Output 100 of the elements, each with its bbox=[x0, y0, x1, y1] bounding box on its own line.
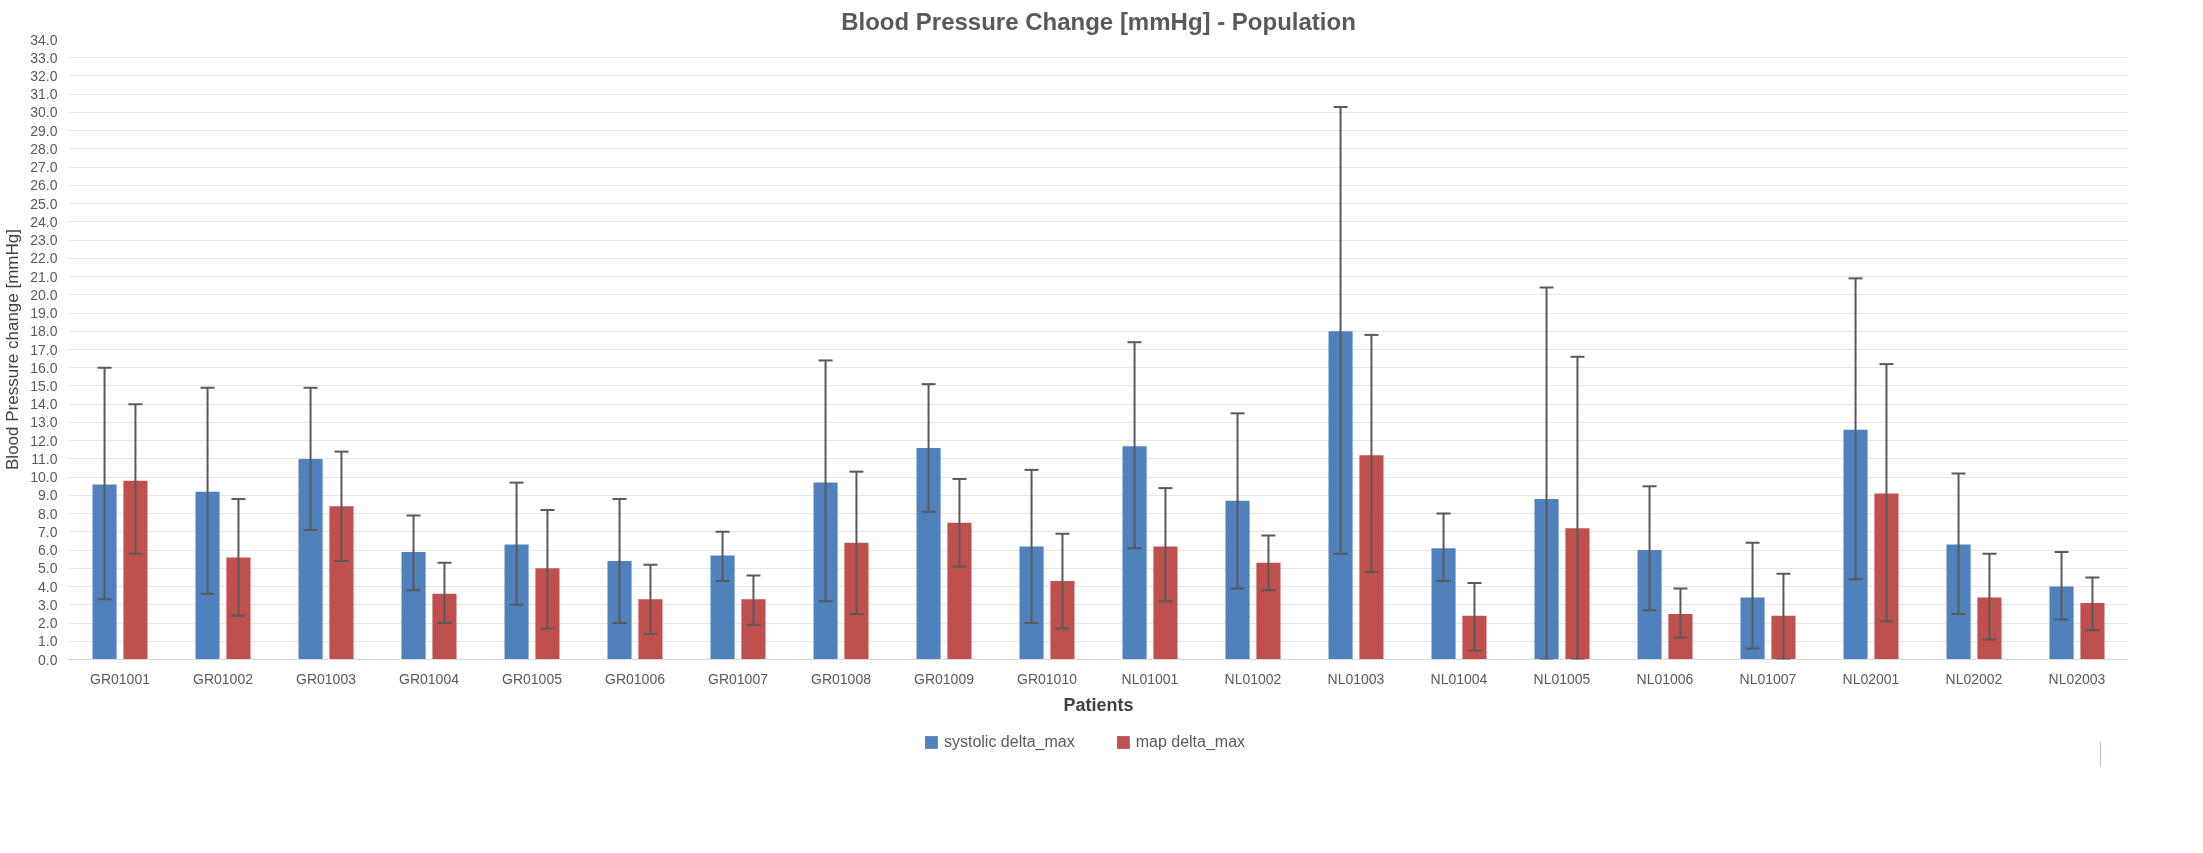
x-tick-label: GR01001 bbox=[90, 670, 151, 687]
bar bbox=[1740, 597, 1765, 660]
y-axis-title: Blood Pressure change [mmHg] bbox=[3, 229, 23, 470]
y-tick-label: 26.0 bbox=[30, 177, 58, 194]
x-tick-label: NL01004 bbox=[1430, 670, 1488, 687]
bar bbox=[535, 568, 560, 660]
bar bbox=[92, 484, 117, 660]
bar bbox=[226, 557, 251, 660]
bar bbox=[1431, 548, 1456, 660]
y-tick-label: 11.0 bbox=[31, 450, 58, 467]
y-tick-label: 2.0 bbox=[38, 615, 58, 632]
bar bbox=[1359, 455, 1384, 660]
y-tick-label: 6.0 bbox=[38, 542, 58, 559]
x-tick-label: GR01003 bbox=[296, 670, 357, 687]
bar bbox=[1977, 597, 2002, 660]
bar bbox=[741, 599, 766, 660]
bar bbox=[1946, 544, 1971, 660]
y-tick-label: 14.0 bbox=[30, 396, 58, 413]
y-tick-label: 20.0 bbox=[30, 286, 58, 303]
x-tick-label: NL01007 bbox=[1739, 670, 1797, 687]
y-tick-label: 33.0 bbox=[30, 49, 58, 66]
y-tick-label: 16.0 bbox=[30, 359, 58, 376]
bar bbox=[1668, 613, 1693, 660]
y-tick-label: 29.0 bbox=[30, 122, 58, 139]
x-axis-title: Patients bbox=[1063, 694, 1134, 715]
y-tick-label: 23.0 bbox=[30, 232, 58, 249]
bar bbox=[638, 599, 663, 660]
y-tick-label: 12.0 bbox=[30, 432, 58, 449]
x-tick-label: NL01006 bbox=[1636, 670, 1694, 687]
bar bbox=[947, 522, 972, 660]
x-tick-label: NL01001 bbox=[1121, 670, 1179, 687]
chart-title: Blood Pressure Change [mmHg] - Population bbox=[841, 7, 1356, 35]
bar bbox=[2049, 586, 2074, 660]
bar bbox=[1328, 331, 1353, 660]
y-tick-label: 5.0 bbox=[38, 560, 58, 577]
bar bbox=[123, 480, 148, 660]
y-tick-label: 21.0 bbox=[30, 268, 58, 285]
legend-label: systolic delta_max bbox=[943, 733, 1075, 751]
x-tick-label: NL02003 bbox=[2048, 670, 2106, 687]
y-tick-label: 25.0 bbox=[30, 195, 58, 212]
y-tick-label: 0.0 bbox=[38, 651, 58, 668]
y-tick-label: 24.0 bbox=[30, 213, 58, 230]
bar bbox=[195, 491, 220, 660]
y-tick-label: 8.0 bbox=[38, 505, 58, 522]
y-tick-label: 18.0 bbox=[30, 323, 58, 340]
bar bbox=[916, 447, 941, 660]
x-tick-label: GR01008 bbox=[811, 670, 872, 687]
bar bbox=[2080, 602, 2105, 660]
x-tick-label: NL01003 bbox=[1327, 670, 1385, 687]
y-tick-label: 31.0 bbox=[30, 86, 58, 103]
x-tick-label: NL01005 bbox=[1533, 670, 1591, 687]
bar bbox=[1462, 615, 1487, 660]
y-tick-label: 22.0 bbox=[30, 250, 58, 267]
x-tick-label: GR01010 bbox=[1017, 670, 1078, 687]
y-tick-label: 17.0 bbox=[30, 341, 58, 358]
legend-label: map delta_max bbox=[1135, 733, 1246, 751]
x-tick-label: GR01004 bbox=[399, 670, 460, 687]
bar bbox=[607, 561, 632, 660]
bar bbox=[401, 551, 426, 660]
y-tick-label: 27.0 bbox=[30, 159, 58, 176]
y-tick-label: 15.0 bbox=[30, 377, 58, 394]
bar bbox=[1534, 499, 1559, 660]
x-tick-label: NL02001 bbox=[1842, 670, 1900, 687]
bar bbox=[1256, 562, 1281, 660]
bar bbox=[1153, 546, 1178, 660]
y-tick-label: 1.0 bbox=[38, 633, 58, 650]
bar bbox=[329, 506, 354, 660]
bar bbox=[1122, 446, 1147, 660]
bar bbox=[298, 458, 323, 660]
x-tick-label: GR01005 bbox=[502, 670, 563, 687]
bar bbox=[1565, 528, 1590, 660]
y-tick-label: 30.0 bbox=[30, 104, 58, 121]
x-tick-label: NL02002 bbox=[1945, 670, 2003, 687]
bar bbox=[1019, 546, 1044, 660]
y-tick-label: 10.0 bbox=[30, 469, 58, 486]
bar bbox=[1874, 493, 1899, 660]
bar bbox=[710, 555, 735, 660]
x-tick-label: GR01009 bbox=[914, 670, 975, 687]
x-tick-label: NL01002 bbox=[1224, 670, 1282, 687]
y-tick-label: 32.0 bbox=[30, 67, 58, 84]
bar bbox=[1637, 550, 1662, 660]
bar bbox=[504, 544, 529, 660]
y-tick-label: 28.0 bbox=[30, 140, 58, 157]
bar bbox=[1225, 500, 1250, 660]
bar bbox=[432, 593, 457, 660]
y-tick-label: 19.0 bbox=[30, 305, 58, 322]
x-tick-label: GR01002 bbox=[193, 670, 254, 687]
y-tick-label: 13.0 bbox=[30, 414, 58, 431]
y-tick-label: 3.0 bbox=[38, 596, 58, 613]
y-tick-label: 4.0 bbox=[38, 578, 58, 595]
y-tick-label: 9.0 bbox=[38, 487, 58, 504]
bar bbox=[1771, 615, 1796, 660]
y-tick-label: 7.0 bbox=[38, 523, 58, 540]
y-tick-label: 34.0 bbox=[30, 31, 58, 48]
bar bbox=[1843, 429, 1868, 660]
x-tick-label: GR01007 bbox=[708, 670, 769, 687]
x-tick-label: GR01006 bbox=[605, 670, 666, 687]
bar bbox=[844, 542, 869, 660]
bar bbox=[1050, 581, 1075, 660]
bar bbox=[813, 482, 838, 660]
